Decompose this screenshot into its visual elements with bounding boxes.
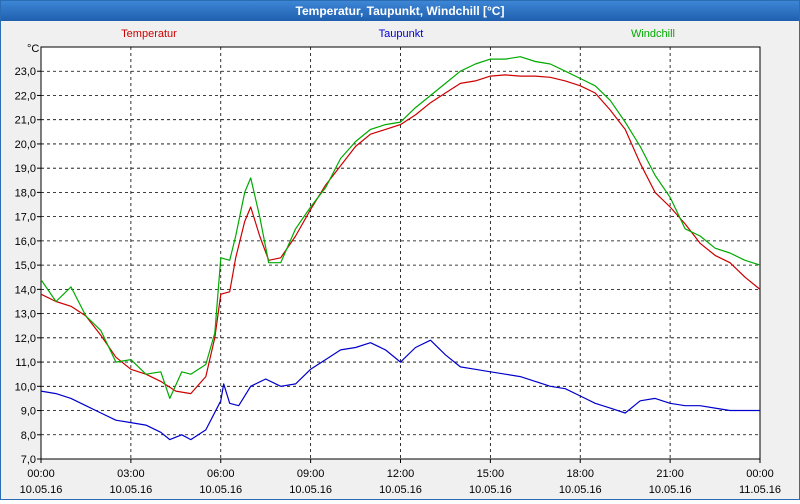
line-chart: 7,0 8,0 9,0 10,0 11,0 12,0 13,0 14,0 15,0 16,0 17,… [15, 28, 781, 496]
x-tick-time-label: 00:00 [27, 468, 55, 480]
x-tick-time-label: 09:00 [297, 468, 325, 480]
x-tick-date-label: 10.05.16 [649, 484, 692, 496]
x-tick-date-label: 10.05.16 [20, 484, 63, 496]
series-line-windchill [40, 56, 761, 399]
x-tick-date-label: 11.05.16 [739, 484, 781, 496]
y-tick-label: 9,0 [21, 406, 36, 418]
y-tick-label: 10,0 [15, 381, 36, 393]
x-tick-time-label: 15:00 [477, 468, 505, 480]
y-tick-label: 18,0 [15, 187, 36, 199]
x-tick-time-label: 12:00 [387, 468, 415, 480]
y-tick-label: 22,0 [15, 90, 36, 102]
x-tick-date-label: 10.05.16 [289, 484, 332, 496]
y-tick-label: 15,0 [15, 260, 36, 272]
x-tick-time-label: 21:00 [656, 468, 684, 480]
chart-area: 7,0 8,0 9,0 10,0 11,0 12,0 13,0 14,0 15,0 16,0 17,… [1, 21, 799, 499]
y-tick-label: 17,0 [15, 212, 36, 224]
legend-item-taupunkt: Taupunkt [379, 28, 424, 40]
y-tick-label: 8,0 [21, 430, 36, 442]
y-tick-label: 16,0 [15, 236, 36, 248]
x-tick-time-label: 18:00 [566, 468, 594, 480]
legend-item-windchill: Windchill [631, 28, 675, 40]
y-tick-label: 20,0 [15, 139, 36, 151]
x-tick-date-label: 10.05.16 [109, 484, 152, 496]
y-tick-label: 7,0 [21, 454, 36, 466]
x-tick-date-label: 10.05.16 [379, 484, 422, 496]
x-tick-date-label: 10.05.16 [559, 484, 602, 496]
x-tick-date-label: 10.05.16 [199, 484, 242, 496]
y-tick-label: 23,0 [15, 66, 36, 78]
y-tick-label: 14,0 [15, 284, 36, 296]
series-line-taupunkt [40, 339, 760, 441]
y-tick-label: 19,0 [15, 163, 36, 175]
x-tick-time-label: 00:00 [746, 468, 774, 480]
legend-item-temperatur: Temperatur [121, 28, 177, 40]
y-tick-label: 11,0 [15, 357, 36, 369]
x-tick-time-label: 06:00 [207, 468, 235, 480]
y-tick-label: 12,0 [15, 333, 36, 345]
y-tick-label: 13,0 [15, 309, 36, 321]
y-axis-label: °C [27, 43, 39, 55]
y-tick-label: 21,0 [15, 115, 36, 127]
x-tick-date-label: 10.05.16 [469, 484, 512, 496]
x-tick-time-label: 03:00 [117, 468, 145, 480]
window-title: Temperatur, Taupunkt, Windchill [°C] [1, 1, 799, 21]
series-line-temperatur [40, 74, 761, 395]
